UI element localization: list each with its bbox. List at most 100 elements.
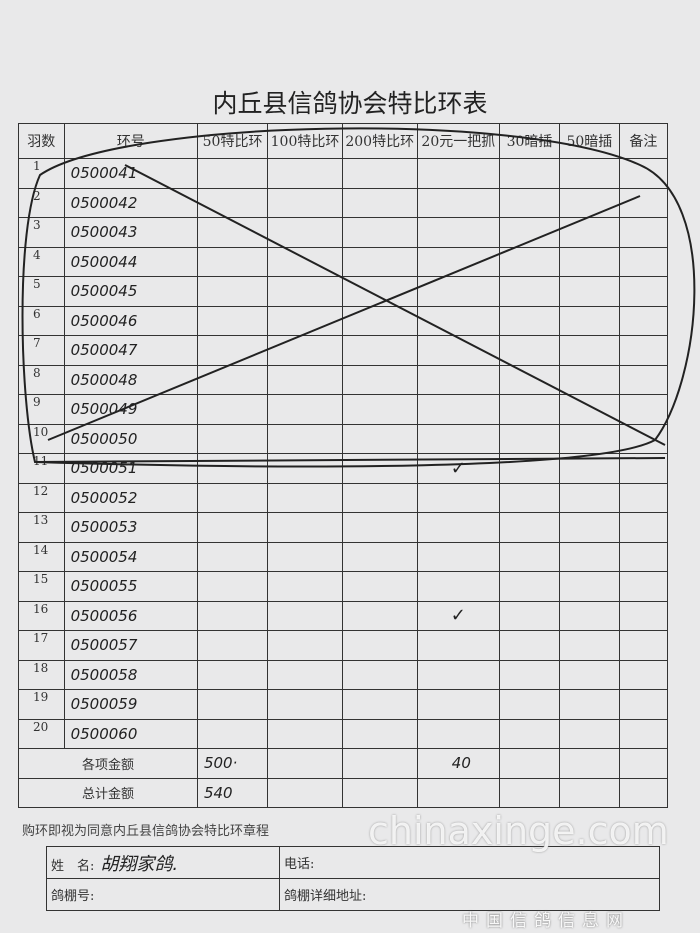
- table-row: 15 0500055: [18, 571, 669, 602]
- empty-cell: [499, 777, 560, 808]
- check-mark-cell: [416, 217, 501, 248]
- ring-number: 0500043: [63, 217, 198, 248]
- empty-cell: [267, 246, 343, 277]
- empty-cell: [558, 600, 620, 631]
- ring-number: 0500059: [63, 689, 198, 720]
- empty-cell: [618, 246, 669, 277]
- empty-cell: [499, 718, 560, 749]
- owner-info: 姓 名: 胡翔家鸽. 电话: 鸽棚号: 鸽棚详细地址:: [46, 846, 660, 911]
- row-number: 7: [18, 335, 65, 366]
- empty-cell: [196, 630, 269, 661]
- empty-cell: [618, 630, 669, 661]
- total-amount-row: 总计金额 540: [18, 777, 669, 808]
- empty-cell: [499, 276, 560, 307]
- empty-cell: [558, 482, 620, 513]
- check-mark-cell: [416, 571, 501, 602]
- table-row: 8 0500048: [18, 364, 669, 395]
- empty-cell: [558, 748, 620, 779]
- empty-cell: [341, 630, 418, 661]
- empty-cell: [267, 217, 343, 248]
- empty-cell: [499, 158, 560, 189]
- empty-cell: [618, 600, 669, 631]
- empty-cell: [267, 689, 343, 720]
- empty-cell: [196, 453, 269, 484]
- table-row: 3 0500043: [18, 217, 669, 248]
- row-number: 10: [18, 423, 65, 454]
- table-row: 7 0500047: [18, 335, 669, 366]
- empty-cell: [341, 394, 418, 425]
- empty-cell: [341, 217, 418, 248]
- check-mark-cell: [416, 689, 501, 720]
- table-row: 6 0500046: [18, 305, 669, 336]
- check-mark-cell: [416, 305, 501, 336]
- empty-cell: [558, 718, 620, 749]
- empty-cell: [618, 158, 669, 189]
- empty-cell: [499, 217, 560, 248]
- summary-label: 各项金额: [18, 748, 198, 779]
- check-mark-cell: [416, 246, 501, 277]
- empty-cell: [499, 600, 560, 631]
- empty-cell: [558, 689, 620, 720]
- empty-cell: [341, 305, 418, 336]
- empty-cell: [618, 335, 669, 366]
- empty-cell: [341, 187, 418, 218]
- empty-cell: [618, 718, 669, 749]
- empty-cell: [267, 305, 343, 336]
- empty-cell: [618, 482, 669, 513]
- empty-cell: [558, 335, 620, 366]
- amount-50: 500·: [196, 748, 269, 779]
- empty-cell: [499, 364, 560, 395]
- table-row: 1 0500041: [18, 158, 669, 189]
- column-header: 50暗插: [558, 123, 620, 159]
- empty-cell: [499, 571, 560, 602]
- empty-cell: [196, 718, 269, 749]
- empty-cell: [499, 630, 560, 661]
- empty-cell: [196, 659, 269, 690]
- empty-cell: [196, 305, 269, 336]
- check-mark-cell: [416, 659, 501, 690]
- column-header: 30暗插: [499, 123, 560, 159]
- empty-cell: [499, 482, 560, 513]
- empty-cell: [267, 541, 343, 572]
- empty-cell: [618, 217, 669, 248]
- empty-cell: [267, 600, 343, 631]
- ring-number: 0500053: [63, 512, 198, 543]
- check-mark-cell: [416, 718, 501, 749]
- empty-cell: [267, 276, 343, 307]
- empty-cell: [499, 305, 560, 336]
- empty-cell: [267, 335, 343, 366]
- empty-cell: [196, 335, 269, 366]
- ring-number: 0500054: [63, 541, 198, 572]
- empty-cell: [558, 217, 620, 248]
- empty-cell: [341, 571, 418, 602]
- empty-cell: [499, 453, 560, 484]
- name-label: 姓 名:: [51, 858, 95, 874]
- empty-cell: [267, 158, 343, 189]
- ring-number: 0500056: [63, 600, 198, 631]
- empty-cell: [618, 541, 669, 572]
- empty-cell: [558, 364, 620, 395]
- row-number: 12: [18, 482, 65, 513]
- empty-cell: [618, 187, 669, 218]
- empty-cell: [196, 600, 269, 631]
- empty-cell: [618, 689, 669, 720]
- row-number: 11: [18, 453, 65, 484]
- empty-cell: [267, 571, 343, 602]
- empty-cell: [267, 659, 343, 690]
- amount-20: [416, 777, 501, 808]
- ring-number: 0500048: [63, 364, 198, 395]
- empty-cell: [267, 423, 343, 454]
- empty-cell: [499, 423, 560, 454]
- empty-cell: [196, 217, 269, 248]
- empty-cell: [558, 423, 620, 454]
- check-mark-cell: [416, 158, 501, 189]
- column-header: 羽数: [18, 123, 65, 159]
- row-number: 2: [18, 187, 65, 218]
- empty-cell: [341, 453, 418, 484]
- table-row: 11 0500051 ✓: [18, 453, 669, 484]
- ring-number: 0500058: [63, 659, 198, 690]
- row-number: 3: [18, 217, 65, 248]
- row-number: 18: [18, 659, 65, 690]
- empty-cell: [196, 158, 269, 189]
- ring-number: 0500047: [63, 335, 198, 366]
